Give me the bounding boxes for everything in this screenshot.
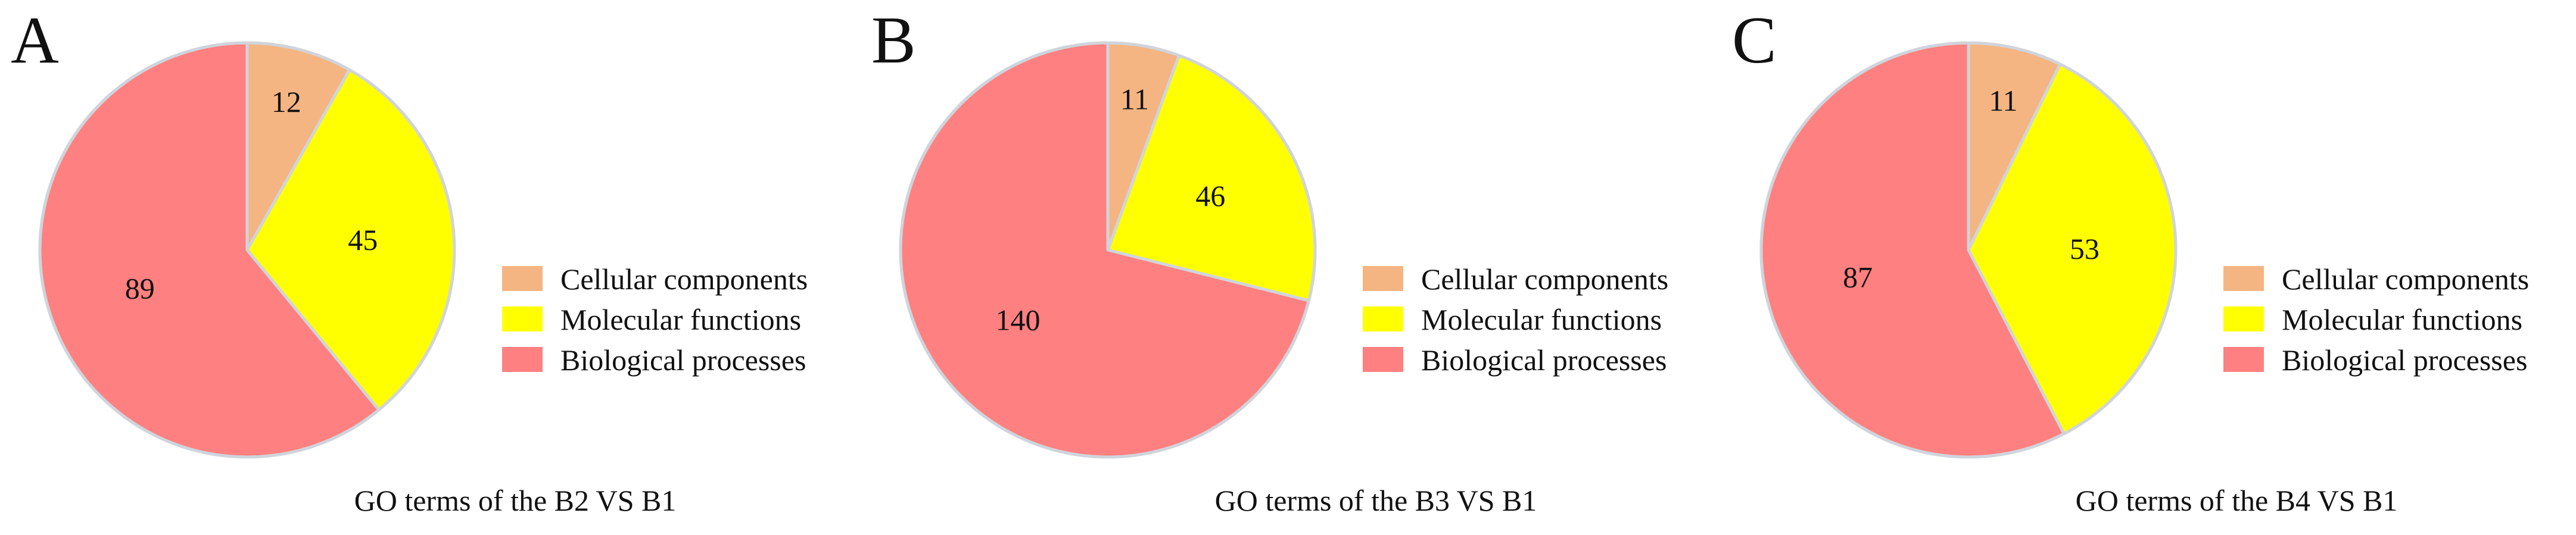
pie-panel-a: A 12 45 89 Cellular components Molecular func… [11,4,808,517]
panel-letter: B [871,4,916,77]
legend-label-molecular-functions: Molecular functions [560,303,801,336]
slice-value-label-molecular-functions: 45 [348,223,378,256]
pie-panel-c: C 11 53 87 Cellular components Molecular func… [1732,4,2529,517]
pie-outline [38,41,456,459]
slice-value-label-cellular-components: 12 [272,85,301,118]
panel-letter: A [11,4,59,77]
legend: Cellular components Molecular functions Bi… [2223,262,2529,377]
pie-outline [1759,41,2178,459]
chart-caption: GO terms of the B3 VS B1 [1215,484,1537,517]
legend-swatch-cellular-components [1363,266,1403,291]
legend-label-biological-processes: Biological processes [560,343,806,377]
legend-label-cellular-components: Cellular components [560,262,808,296]
chart-caption: GO terms of the B4 VS B1 [2076,484,2398,517]
legend: Cellular components Molecular functions Bi… [502,262,808,377]
slice-value-label-biological-processes: 89 [125,272,155,305]
legend-swatch-biological-processes [2223,347,2264,372]
legend-label-cellular-components: Cellular components [2282,262,2529,296]
slice-value-label-molecular-functions: 46 [1195,179,1225,212]
legend-swatch-cellular-components [502,266,543,291]
pie-outline [899,41,1317,459]
slice-value-label-cellular-components: 11 [1989,84,2017,117]
legend-label-cellular-components: Cellular components [1421,262,1668,296]
slice-value-label-biological-processes: 87 [1843,260,1873,293]
legend-label-biological-processes: Biological processes [2282,343,2527,377]
slice-value-label-biological-processes: 140 [996,304,1041,337]
legend-label-biological-processes: Biological processes [1421,343,1667,377]
slice-value-label-molecular-functions: 53 [2070,232,2100,265]
chart-caption: GO terms of the B2 VS B1 [354,484,677,517]
pie-panel-b: B 11 46 140 Cellular components Molecular fun… [871,4,1668,517]
legend-swatch-molecular-functions [2223,306,2264,331]
panel-letter: C [1732,4,1777,77]
legend-swatch-molecular-functions [502,306,543,331]
legend-swatch-cellular-components [2223,266,2264,291]
legend: Cellular components Molecular functions Bi… [1363,262,1668,377]
slice-value-label-cellular-components: 11 [1120,82,1149,115]
legend-swatch-biological-processes [502,347,543,372]
legend-swatch-molecular-functions [1363,306,1403,331]
legend-label-molecular-functions: Molecular functions [1421,303,1662,336]
legend-swatch-biological-processes [1363,347,1403,372]
legend-label-molecular-functions: Molecular functions [2282,303,2522,336]
